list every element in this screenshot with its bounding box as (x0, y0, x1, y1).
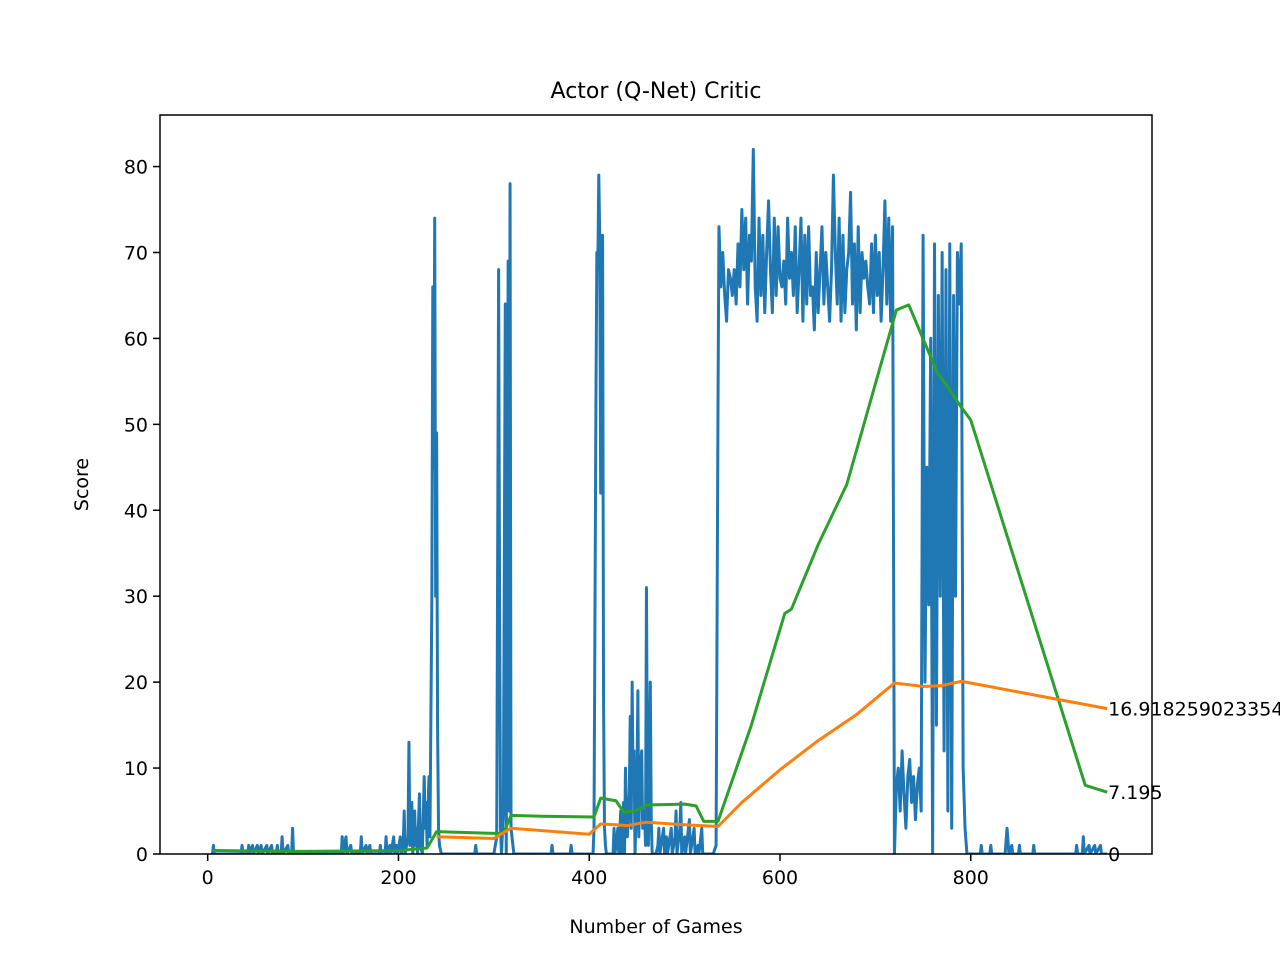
y-axis-ticks: 0 10 20 30 40 50 60 70 80 (124, 157, 160, 866)
y-tick-label: 10 (124, 758, 148, 780)
y-tick-label: 60 (124, 328, 148, 350)
x-tick-label: 600 (762, 867, 798, 889)
x-tick-label: 200 (380, 867, 416, 889)
y-tick-label: 20 (124, 672, 148, 694)
series-line-s1 (210, 147, 1108, 854)
plot-frame (159, 114, 1153, 855)
x-axis-ticks: 0 200 400 600 800 (202, 854, 989, 889)
y-tick-label: 50 (124, 414, 148, 436)
y-tick-label: 80 (124, 157, 148, 179)
y-tick-label: 40 (124, 500, 148, 522)
x-tick-label: 400 (571, 867, 607, 889)
series-line-s2 (212, 303, 1108, 853)
x-tick-label: 0 (202, 867, 214, 889)
y-tick-label: 30 (124, 586, 148, 608)
x-axis-label: Number of Games (569, 916, 742, 938)
series-layer (210, 147, 1108, 854)
end-value-label: 0 (1108, 844, 1120, 866)
y-tick-label: 0 (136, 844, 148, 866)
y-axis-label: Score (71, 458, 93, 511)
chart-title: Actor (Q-Net) Critic (551, 79, 762, 104)
series-line-s3 (436, 679, 1108, 841)
x-tick-label: 800 (953, 867, 989, 889)
end-labels: 16.918259023354565 7.195 0 (1108, 699, 1280, 866)
end-value-label: 7.195 (1108, 782, 1162, 804)
end-value-label: 16.918259023354565 (1108, 699, 1280, 721)
y-tick-label: 70 (124, 242, 148, 264)
